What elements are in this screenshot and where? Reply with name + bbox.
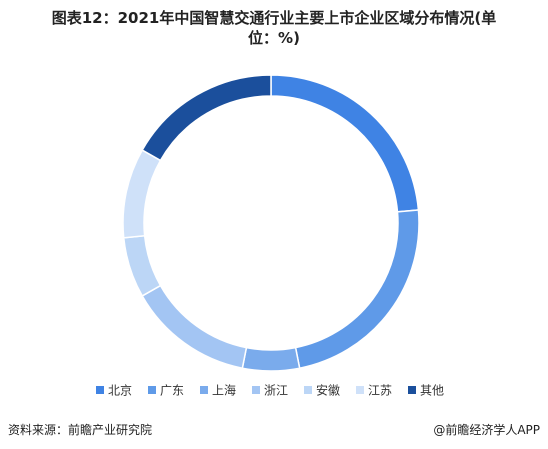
legend-swatch — [148, 386, 156, 394]
donut-segment — [141, 284, 248, 370]
donut-segment — [122, 234, 162, 297]
legend-swatch — [252, 386, 260, 394]
legend-swatch — [96, 386, 104, 394]
legend-label: 江苏 — [368, 384, 392, 398]
legend-label: 浙江 — [264, 384, 288, 398]
donut-segment — [122, 149, 162, 239]
donut-segment — [270, 74, 420, 213]
chart-title: 图表12：2021年中国智慧交通行业主要上市企业区域分布情况(单位：%) — [51, 9, 497, 47]
legend-label: 安徽 — [316, 383, 340, 398]
source: 资料来源：前瞻产业研究院 — [8, 423, 153, 437]
legend-label: 上海 — [212, 383, 236, 398]
donut-segment — [241, 346, 301, 372]
donut-segment — [141, 74, 272, 162]
legend-label: 广东 — [160, 384, 184, 398]
credit: @前瞻经济学人APP — [433, 423, 540, 437]
legend-swatch — [356, 386, 364, 394]
donut-segment — [294, 209, 420, 370]
legend-swatch — [200, 386, 208, 394]
legend-label: 其他 — [420, 384, 444, 398]
legend-label: 北京 — [108, 384, 132, 398]
legend-swatch — [304, 386, 312, 394]
legend-swatch — [408, 386, 416, 394]
